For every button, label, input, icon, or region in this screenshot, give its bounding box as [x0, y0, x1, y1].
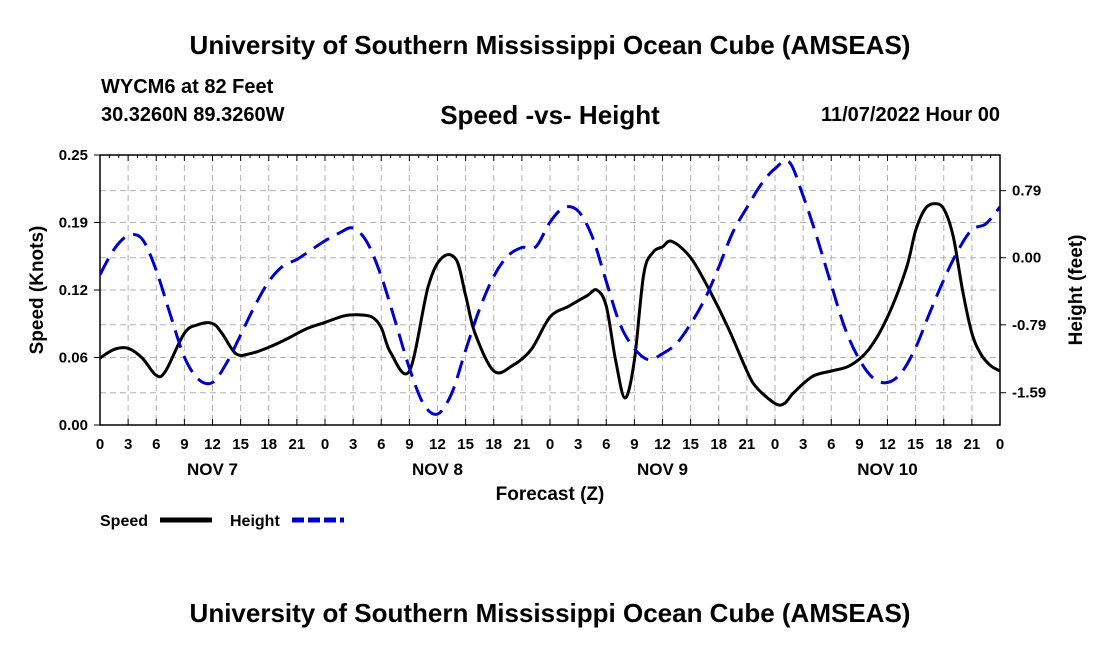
x-tick-label: 21 — [739, 436, 756, 453]
x-tick-label: 6 — [827, 436, 835, 453]
x-tick-label: 12 — [654, 436, 671, 453]
x-tick-label: 18 — [260, 436, 277, 453]
speed-height-chart: 0 3 6 9 12 15 18 21 0 3 6 9 12 15 18 21 0 3 6 9 12 15 18 21 0 3 6 9… — [27, 147, 1087, 530]
y-tick-label: 0.19 — [59, 215, 88, 232]
forecast-datetime: 11/07/2022 Hour 00 — [820, 104, 1000, 126]
x-tick-label: 9 — [180, 436, 188, 453]
station-label: WYCM6 at 82 Feet — [101, 76, 274, 98]
y-axis-title: Speed (Knots) — [27, 226, 48, 355]
day-label: NOV 7 — [187, 460, 238, 479]
x-tick-label: 6 — [377, 436, 385, 453]
x-tick-label: 18 — [485, 436, 502, 453]
x-tick-label: 9 — [630, 436, 638, 453]
x-tick-label: 9 — [405, 436, 413, 453]
y2-tick-label: 0.79 — [1012, 183, 1041, 200]
x-tick-label: 12 — [879, 436, 896, 453]
x-tick-label: 18 — [935, 436, 952, 453]
y-tick-label: 0.25 — [59, 147, 88, 164]
footer-title: University of Southern Mississippi Ocean… — [189, 598, 911, 628]
x-tick-label: 15 — [907, 436, 924, 453]
y2-tick-label: -0.79 — [1012, 317, 1046, 334]
x-tick-label: 0 — [321, 436, 329, 453]
y-tick-label: 0.12 — [59, 282, 88, 299]
x-tick-label: 0 — [546, 436, 554, 453]
day-label: NOV 8 — [412, 460, 463, 479]
x-tick-label: 9 — [855, 436, 863, 453]
series-line-height — [100, 158, 1000, 416]
x-tick-label: 0 — [771, 436, 779, 453]
y2-axis-title: Height (feet) — [1066, 235, 1087, 346]
x-tick-label: 0 — [96, 436, 104, 453]
x-axis-title: Forecast (Z) — [496, 484, 605, 505]
x-tick-label: 21 — [964, 436, 981, 453]
x-tick-label: 21 — [514, 436, 531, 453]
x-tick-label: 15 — [232, 436, 249, 453]
x-tick-label: 3 — [574, 436, 582, 453]
day-label: NOV 9 — [637, 460, 688, 479]
chart-title: Speed -vs- Height — [440, 100, 660, 130]
day-label: NOV 10 — [857, 460, 917, 479]
x-tick-label: 12 — [204, 436, 221, 453]
x-tick-label: 6 — [152, 436, 160, 453]
y-tick-label: 0.00 — [59, 417, 88, 434]
y2-tick-label: 0.00 — [1012, 250, 1041, 267]
y-tick-label: 0.06 — [59, 350, 88, 367]
coordinates-label: 30.3260N 89.3260W — [101, 104, 285, 126]
x-tick-label: 12 — [429, 436, 446, 453]
legend-speed-label: Speed — [100, 513, 148, 530]
x-tick-label: 15 — [682, 436, 699, 453]
y2-tick-label: -1.59 — [1012, 385, 1046, 402]
x-tick-label: 6 — [602, 436, 610, 453]
x-tick-label: 0 — [996, 436, 1004, 453]
x-tick-label: 3 — [799, 436, 807, 453]
legend-height-label: Height — [230, 513, 280, 530]
x-tick-label: 21 — [289, 436, 306, 453]
series-line-speed — [100, 202, 1000, 407]
main-title: University of Southern Mississippi Ocean… — [189, 30, 911, 60]
x-tick-label: 15 — [457, 436, 474, 453]
x-tick-label: 3 — [124, 436, 132, 453]
x-tick-label: 18 — [710, 436, 727, 453]
x-tick-label: 3 — [349, 436, 357, 453]
